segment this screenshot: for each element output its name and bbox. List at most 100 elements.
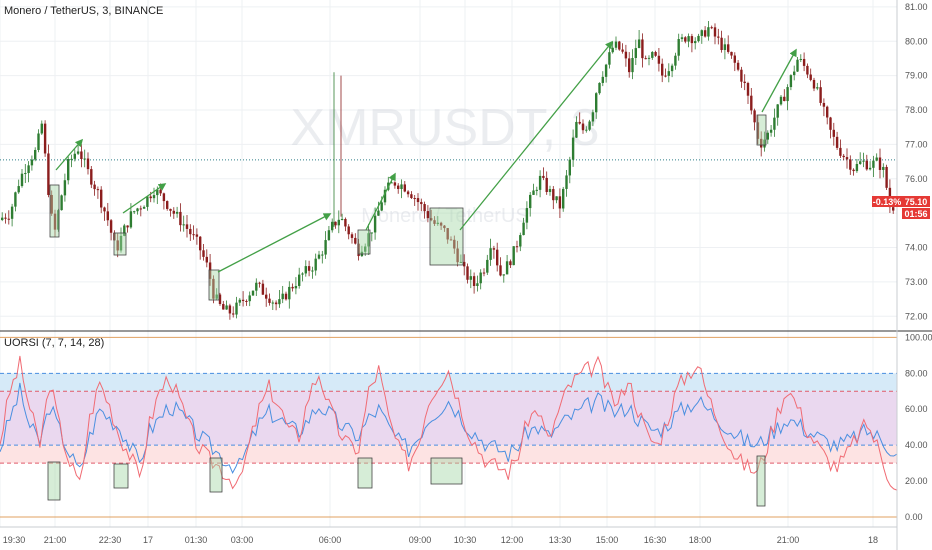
highlight-box[interactable]	[208, 269, 220, 301]
candle-body	[245, 300, 248, 302]
candle-body	[205, 256, 208, 263]
candle-body	[707, 27, 710, 37]
candle-body	[476, 283, 479, 287]
highlight-box[interactable]	[756, 455, 766, 507]
candle-body	[109, 220, 113, 233]
candle-body	[255, 282, 258, 291]
highlight-box[interactable]	[430, 457, 463, 485]
change-badge	[872, 196, 902, 207]
highlight-box[interactable]	[47, 461, 61, 501]
candle-body	[53, 213, 57, 230]
candle-body	[496, 249, 499, 266]
rsi-slow-line	[0, 382, 898, 474]
candle-body	[733, 55, 736, 63]
candle-body	[703, 30, 707, 37]
time-axis[interactable]: 19:30 21:00 22:30 17 01:30 03:00 06:00 09:00 10:…	[3, 535, 878, 545]
candle-body	[687, 36, 690, 42]
trend-arrow[interactable]	[217, 213, 332, 273]
band-oversold	[0, 445, 897, 464]
candle-body	[710, 27, 713, 29]
candle-body	[555, 196, 558, 201]
candle-body	[839, 147, 842, 156]
candle-body	[822, 102, 826, 107]
candle-body	[845, 157, 849, 160]
time-tick-label: 21:00	[777, 535, 800, 545]
highlight-box[interactable]	[209, 457, 223, 493]
highlight-box[interactable]	[357, 457, 373, 489]
candle-body	[766, 132, 769, 140]
price-tick-label: 81.00	[905, 2, 928, 12]
candle-body	[288, 286, 291, 300]
candle-body	[327, 230, 331, 241]
candle-body	[618, 41, 621, 50]
candle-body	[43, 123, 47, 154]
candle-body	[595, 93, 598, 113]
highlight-box[interactable]	[429, 207, 464, 266]
trend-arrow[interactable]	[365, 172, 396, 231]
trend-arrow[interactable]	[761, 48, 797, 113]
candle-body	[185, 224, 189, 229]
candle-body	[136, 208, 139, 212]
indicator-title[interactable]: UORSI (7, 7, 14, 28)	[4, 337, 105, 349]
candle-body	[90, 169, 93, 185]
indicator-tick-label: 80.00	[905, 368, 928, 378]
candle-body	[350, 234, 354, 238]
candle-body	[717, 36, 720, 38]
candle-body	[199, 236, 202, 251]
time-tick-label: 15:00	[596, 535, 619, 545]
candle-body	[301, 273, 304, 275]
candle-body	[565, 175, 568, 189]
indicator-axis[interactable]: 100.00 80.00 60.00 40.00 20.00 0.00	[905, 332, 932, 522]
symbol-title[interactable]: Monero / TetherUS, 3, BINANCE	[4, 5, 164, 17]
candle-body	[769, 129, 773, 133]
candle-body	[24, 173, 27, 175]
price-axis[interactable]: 81.0080.0079.0078.0077.0076.0075.0074.00…	[905, 2, 928, 321]
price-tick-label: 72.00	[905, 311, 928, 321]
candle-body	[37, 133, 40, 150]
candle-body	[746, 83, 750, 96]
candle-body	[677, 39, 680, 56]
trend-arrow[interactable]	[459, 40, 613, 231]
candle-body	[522, 222, 525, 236]
highlight-box[interactable]	[49, 184, 60, 238]
highlight-box[interactable]	[113, 463, 129, 489]
indicator-drawings[interactable]	[47, 455, 766, 507]
time-tick-label: 18	[868, 535, 878, 545]
candle-body	[443, 225, 446, 229]
candle-body	[816, 87, 819, 89]
candle-body	[311, 270, 314, 272]
candle-body	[34, 149, 37, 160]
candle-body	[479, 272, 482, 284]
trend-arrow[interactable]	[55, 138, 84, 171]
candle-body	[367, 233, 370, 247]
candle-body	[575, 121, 578, 138]
candle-body	[756, 122, 760, 139]
drawings[interactable]	[49, 40, 797, 301]
highlight-box[interactable]	[756, 114, 767, 146]
candle-body	[736, 62, 740, 70]
price-badge-text: 75.10	[905, 197, 928, 207]
candle-body	[60, 195, 63, 211]
candle-body	[218, 294, 222, 304]
indicator-tick-label: 100.00	[905, 332, 932, 342]
candle-body	[126, 225, 129, 228]
highlight-box[interactable]	[113, 232, 127, 256]
candle-body	[304, 266, 307, 274]
candle-body	[700, 30, 703, 36]
candle-body	[4, 217, 7, 219]
candle-body	[621, 49, 624, 52]
candle-body	[743, 81, 746, 84]
candle-body	[499, 265, 502, 276]
candle-body	[235, 302, 238, 315]
trend-arrow[interactable]	[122, 183, 167, 214]
candle-body	[298, 274, 301, 286]
candle-body	[862, 160, 865, 162]
highlight-box[interactable]	[357, 229, 371, 255]
candle-body	[529, 194, 532, 209]
candle-body	[852, 169, 855, 172]
candle-body	[175, 211, 179, 214]
candle-body	[581, 123, 585, 131]
indicator-pane[interactable]	[0, 336, 898, 518]
candle-body	[542, 175, 545, 178]
